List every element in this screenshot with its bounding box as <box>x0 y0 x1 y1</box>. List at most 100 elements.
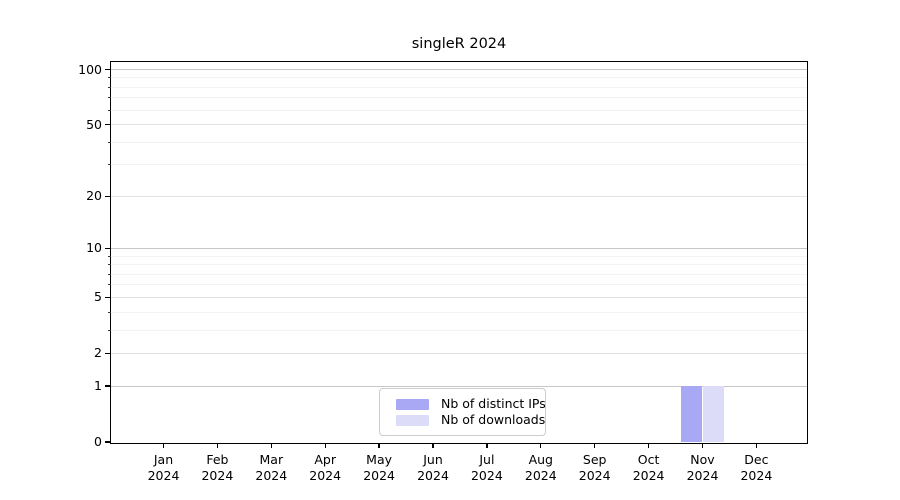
legend: Nb of distinct IPs Nb of downloads <box>379 388 546 436</box>
x-tick-year: 2024 <box>417 467 449 483</box>
y-tick-mark <box>105 352 111 355</box>
y-tick-mark <box>105 195 111 197</box>
y-gridline-minor <box>111 141 807 143</box>
x-tick-mark <box>755 443 758 448</box>
x-tick-year: 2024 <box>470 467 503 483</box>
y-tick-label: 100 <box>78 61 102 77</box>
x-tick-month: Feb <box>206 452 229 467</box>
y-gridline-minor <box>111 164 807 166</box>
x-tick-label: Jul 2024 <box>459 452 515 483</box>
y-minor-tick-mark <box>107 164 111 166</box>
x-tick-label: May 2024 <box>351 452 407 483</box>
y-gridline-minor <box>111 86 807 88</box>
x-tick-year: 2024 <box>632 467 665 483</box>
y-tick-mark <box>105 123 111 126</box>
x-tick-month: Jun <box>423 452 443 467</box>
y-minor-tick-mark <box>107 284 111 286</box>
bar-downloads <box>702 386 725 442</box>
y-gridline-major <box>111 69 807 70</box>
x-tick-label: Mar 2024 <box>243 452 299 483</box>
y-gridline-major <box>111 124 807 126</box>
x-tick-year: 2024 <box>363 467 395 483</box>
x-tick-year: 2024 <box>309 467 342 483</box>
x-tick-month: Nov <box>690 452 715 467</box>
y-minor-tick-mark <box>107 329 111 331</box>
x-tick-month: Jan <box>153 452 174 467</box>
x-tick-year: 2024 <box>578 467 611 483</box>
x-tick-year: 2024 <box>147 467 180 483</box>
legend-swatch-downloads-icon <box>396 414 429 426</box>
y-tick-label: 0 <box>94 434 102 449</box>
x-tick-month: Sep <box>582 452 607 467</box>
y-tick-label: 20 <box>86 188 102 204</box>
x-tick-mark <box>324 443 326 448</box>
x-tick-month: Dec <box>744 452 769 467</box>
y-gridline-minor <box>111 284 807 286</box>
y-gridline-minor <box>111 255 807 257</box>
legend-label-downloads: Nb of downloads <box>441 412 546 427</box>
y-minor-tick-mark <box>107 264 111 266</box>
legend-swatch-distinct-ips-icon <box>396 398 429 410</box>
y-gridline-major <box>111 195 807 197</box>
x-tick-label: Jan 2024 <box>136 452 192 483</box>
y-tick-mark <box>105 385 111 387</box>
y-gridline-major <box>111 247 807 249</box>
y-tick-mark <box>105 296 111 299</box>
y-tick-label: 5 <box>94 289 102 305</box>
x-tick-mark <box>216 443 219 448</box>
x-tick-label: Feb 2024 <box>189 452 245 483</box>
y-gridline-minor <box>111 97 807 99</box>
x-tick-year: 2024 <box>740 467 773 483</box>
x-tick-year: 2024 <box>524 467 557 483</box>
legend-label-distinct-ips: Nb of distinct IPs <box>441 396 546 411</box>
y-tick-mark <box>105 68 111 71</box>
x-tick-label: Jun 2024 <box>405 452 461 483</box>
x-tick-mark <box>486 443 488 448</box>
x-tick-mark <box>594 443 596 448</box>
x-tick-year: 2024 <box>201 467 234 483</box>
y-tick-label: 10 <box>86 240 102 256</box>
x-tick-mark <box>647 443 650 448</box>
chart-title: singleR 2024 <box>411 36 507 52</box>
x-tick-label: Apr 2024 <box>297 452 353 483</box>
x-tick-month: Oct <box>637 452 660 467</box>
y-gridline-minor <box>111 77 807 79</box>
y-tick-label: 1 <box>94 378 102 394</box>
x-tick-month: Apr <box>314 452 336 467</box>
y-minor-tick-mark <box>107 141 111 143</box>
y-gridline-major <box>111 385 807 387</box>
y-gridline-minor <box>111 273 807 275</box>
x-tick-month: Mar <box>259 452 284 467</box>
y-tick-mark <box>105 441 111 443</box>
y-minor-tick-mark <box>107 273 111 275</box>
y-minor-tick-mark <box>107 311 111 313</box>
y-minor-tick-mark <box>107 77 111 79</box>
y-minor-tick-mark <box>107 109 111 111</box>
x-tick-label: Dec 2024 <box>728 452 784 483</box>
y-gridline-major <box>111 352 807 354</box>
legend-item-downloads: Nb of downloads <box>396 412 545 428</box>
y-tick-mark <box>105 247 111 250</box>
bar-distinct-ips <box>680 386 703 442</box>
y-minor-tick-mark <box>107 97 111 99</box>
x-tick-month: May <box>366 452 393 467</box>
plot-area: Nb of distinct IPs Nb of downloads 0 1 2 5 1… <box>78 61 808 483</box>
x-tick-year: 2024 <box>686 467 719 483</box>
y-gridline-minor <box>111 264 807 266</box>
x-tick-mark <box>378 443 380 448</box>
x-tick-mark <box>432 443 434 448</box>
y-gridline-minor <box>111 329 807 331</box>
x-tick-month: Aug <box>528 452 553 467</box>
y-gridline-major <box>111 296 807 298</box>
y-gridline-minor <box>111 311 807 313</box>
y-tick-label: 50 <box>86 116 102 132</box>
y-gridline-minor <box>111 109 807 111</box>
x-tick-mark <box>162 443 165 448</box>
x-tick-year: 2024 <box>255 467 288 483</box>
x-tick-month: Jul <box>479 452 495 467</box>
legend-item-distinct-ips: Nb of distinct IPs <box>396 396 546 412</box>
x-tick-label: Aug 2024 <box>513 452 569 483</box>
x-tick-label: Oct 2024 <box>621 452 677 483</box>
y-minor-tick-mark <box>107 86 111 88</box>
